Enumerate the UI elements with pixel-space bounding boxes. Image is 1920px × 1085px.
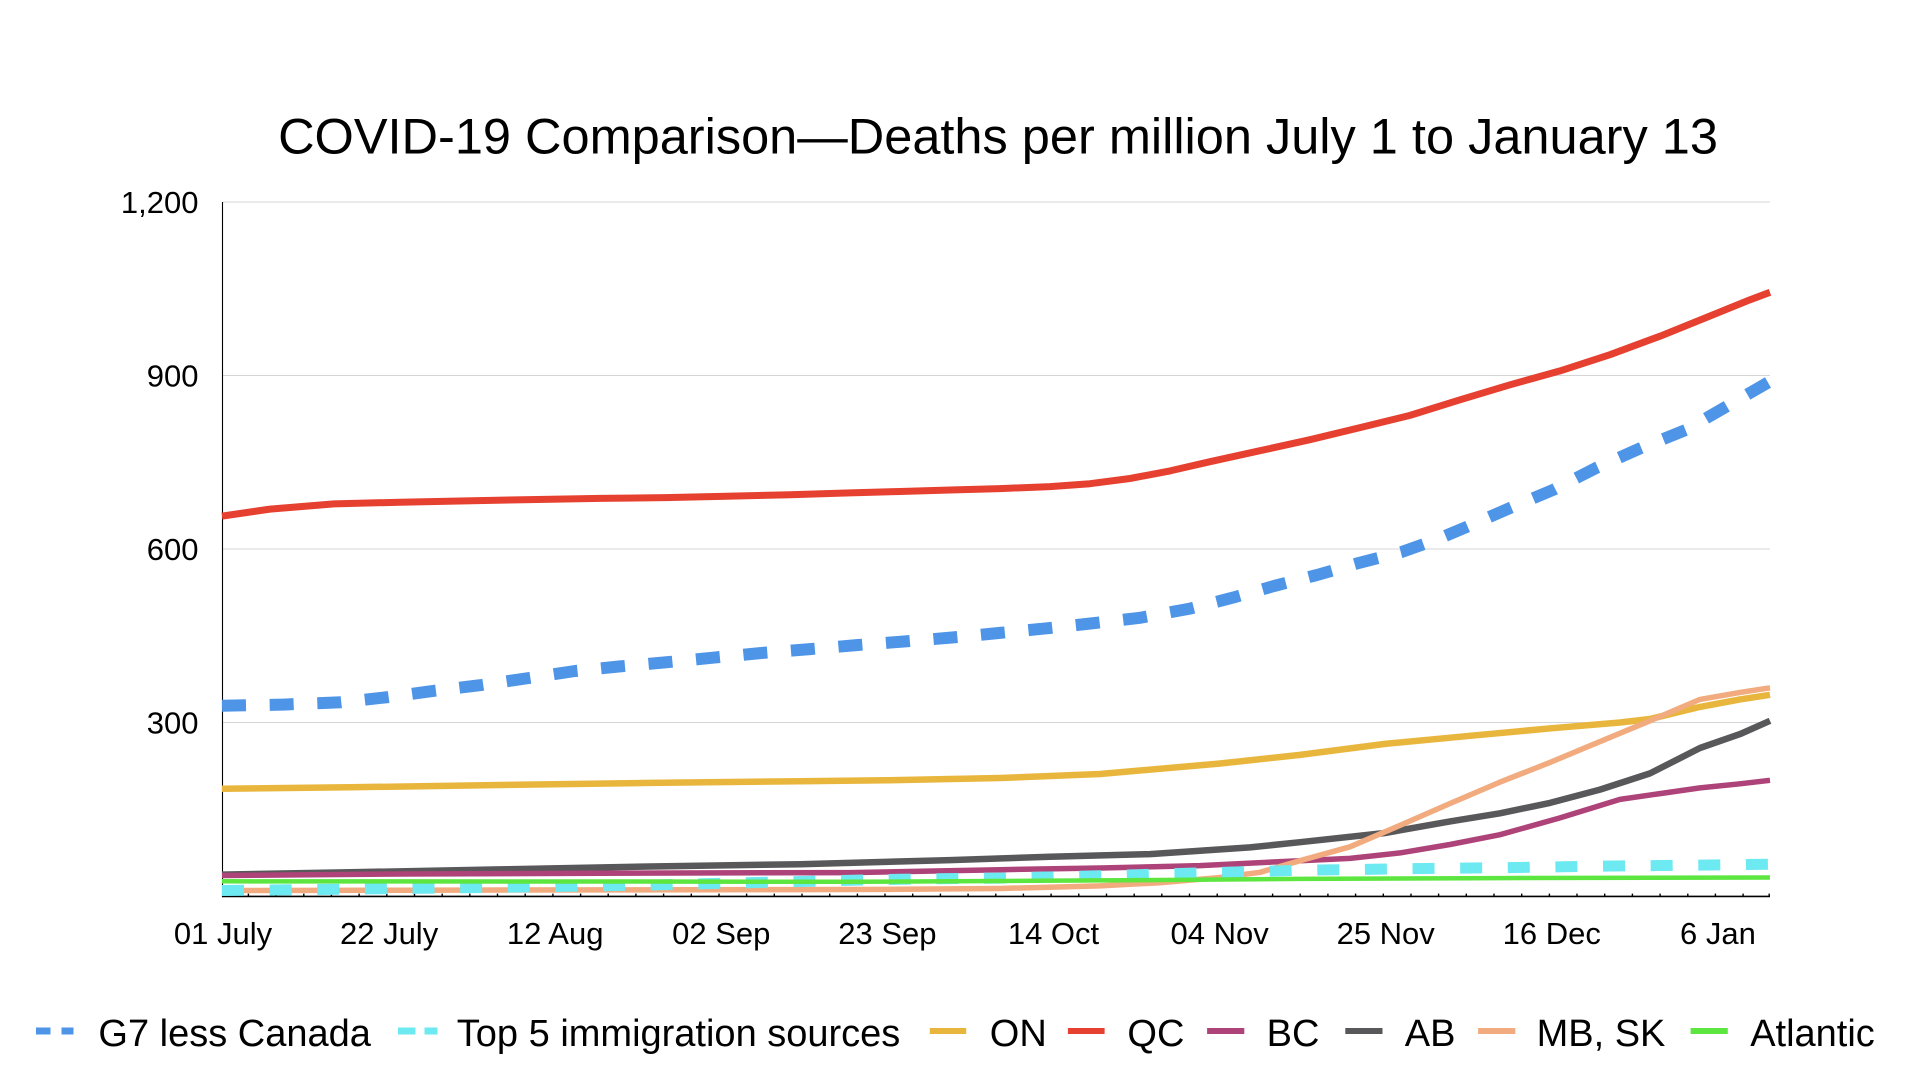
svg-text:22 July: 22 July xyxy=(340,916,439,951)
svg-text:AB: AB xyxy=(1405,1013,1456,1055)
svg-text:12 Aug: 12 Aug xyxy=(507,916,604,951)
svg-text:COVID-19 Comparison—Deaths per: COVID-19 Comparison—Deaths per million J… xyxy=(278,108,1718,165)
svg-text:600: 600 xyxy=(147,532,199,567)
svg-text:300: 300 xyxy=(147,705,199,740)
svg-text:04 Nov: 04 Nov xyxy=(1170,916,1269,951)
svg-text:BC: BC xyxy=(1267,1013,1320,1055)
svg-text:16 Dec: 16 Dec xyxy=(1503,916,1601,951)
svg-text:02 Sep: 02 Sep xyxy=(672,916,770,951)
svg-text:Atlantic: Atlantic xyxy=(1750,1013,1875,1055)
svg-text:01 July: 01 July xyxy=(174,916,273,951)
svg-text:1,200: 1,200 xyxy=(121,185,199,220)
svg-text:QC: QC xyxy=(1127,1013,1184,1055)
svg-text:Top 5 immigration sources: Top 5 immigration sources xyxy=(457,1013,901,1055)
svg-text:23 Sep: 23 Sep xyxy=(838,916,936,951)
svg-text:MB, SK: MB, SK xyxy=(1537,1013,1666,1055)
svg-text:14 Oct: 14 Oct xyxy=(1008,916,1100,951)
svg-text:6 Jan: 6 Jan xyxy=(1680,916,1756,951)
svg-text:25 Nov: 25 Nov xyxy=(1337,916,1436,951)
svg-text:ON: ON xyxy=(990,1013,1047,1055)
svg-text:G7 less Canada: G7 less Canada xyxy=(98,1013,371,1055)
svg-text:900: 900 xyxy=(147,358,199,393)
